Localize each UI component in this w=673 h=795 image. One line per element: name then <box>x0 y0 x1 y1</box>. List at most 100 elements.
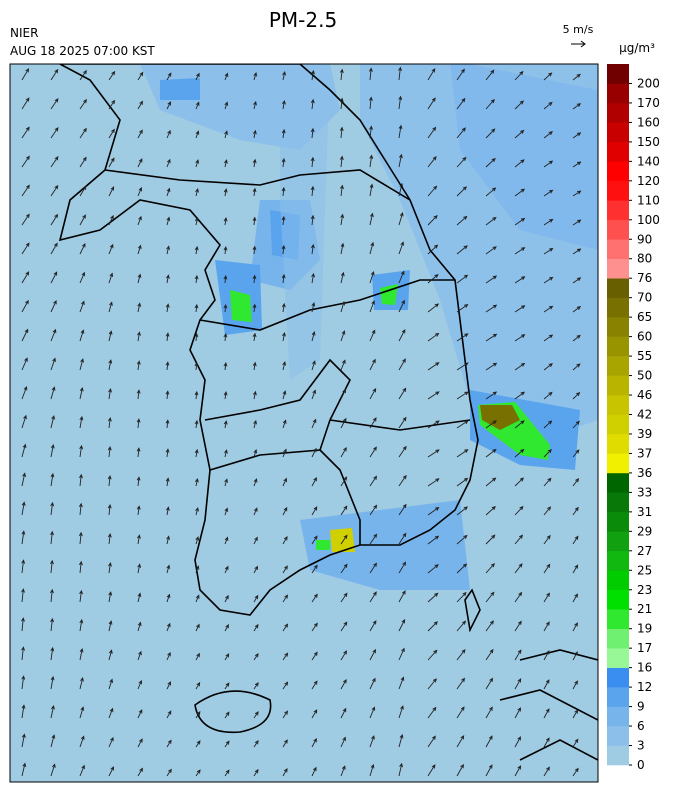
wind-arrow <box>282 681 289 690</box>
wind-arrow <box>224 72 229 81</box>
wind-arrow <box>136 360 141 371</box>
wind-arrow <box>282 477 287 487</box>
wind-arrow <box>427 420 440 429</box>
wind-arrow <box>398 474 407 487</box>
concentration-fields <box>140 64 598 590</box>
wind-arrow <box>223 420 228 429</box>
colorbar-segment <box>607 609 629 629</box>
unit-label: μg/m³ <box>619 41 655 55</box>
wind-arrow <box>369 504 378 516</box>
wind-arrow <box>369 154 374 168</box>
wind-arrow <box>456 97 466 110</box>
wind-arrow <box>456 648 466 661</box>
wind-arrow <box>311 389 317 400</box>
wind-arrow <box>369 270 375 284</box>
wind-arrow <box>282 448 287 458</box>
wind-arrow <box>398 299 405 313</box>
wind-arrow <box>543 363 553 371</box>
wind-arrow <box>252 274 257 284</box>
wind-arrow <box>369 475 378 487</box>
wind-arrow <box>21 443 27 458</box>
wind-arrow <box>485 362 498 371</box>
wind-arrow <box>340 447 347 458</box>
wind-arrow <box>398 387 407 400</box>
wind-arrow <box>514 188 526 197</box>
wind-arrow <box>137 534 141 545</box>
wind-arrow <box>194 419 199 429</box>
wind-arrow <box>137 563 142 574</box>
colorbar-segment <box>607 239 629 260</box>
wind-arrow <box>398 358 406 371</box>
wind-arrow <box>79 444 84 458</box>
colorbar-label: 55 <box>637 349 652 363</box>
wind-arrow <box>165 506 170 516</box>
wind-arrow <box>166 158 171 168</box>
wind-arrow <box>253 711 259 719</box>
wind-arrow <box>456 449 469 458</box>
wind-arrow <box>78 560 83 574</box>
wind-arrow <box>224 682 230 690</box>
wind-arrow <box>281 186 286 197</box>
wind-arrow <box>107 533 112 545</box>
colorbar-segment <box>607 297 629 318</box>
wind-arrow <box>398 590 406 603</box>
wind-arrow <box>572 680 578 690</box>
wind-arrow <box>398 153 403 168</box>
wind-arrow <box>514 765 522 777</box>
colorbar-label: 100 <box>637 213 660 227</box>
wind-arrow <box>195 594 200 603</box>
wind-arrow <box>485 128 496 139</box>
wind-arrow <box>572 738 579 748</box>
wind-arrow <box>427 564 439 574</box>
wind-arrow <box>50 242 58 255</box>
wind-arrow <box>137 100 144 110</box>
wind-arrow <box>282 361 287 371</box>
wind-arrow <box>137 129 143 139</box>
wind-arrow <box>572 103 582 110</box>
wind-arrow <box>398 705 404 719</box>
wind-arrow <box>456 186 467 197</box>
wind-arrow <box>456 391 469 400</box>
wind-arrow <box>456 477 469 487</box>
wind-arrow <box>50 588 54 603</box>
wind-arrow <box>485 620 494 632</box>
wind-arrow <box>252 158 257 168</box>
colorbar-segment <box>607 395 629 415</box>
wind-arrow <box>107 445 112 458</box>
colorbar-segment <box>607 745 629 766</box>
wind-arrow <box>194 216 199 226</box>
wind-arrow <box>136 447 141 458</box>
wind-arrow <box>21 414 27 429</box>
wind-arrow <box>281 244 286 255</box>
wind-arrow <box>166 739 172 748</box>
wind-arrow <box>485 98 495 110</box>
wind-ref-arrow <box>571 40 586 48</box>
datetime: AUG 18 2025 07:00 KST <box>10 44 155 58</box>
wind-arrow <box>78 502 83 516</box>
colorbar-segment <box>607 278 629 298</box>
wind-arrow <box>485 563 495 574</box>
colorbar-segment <box>607 453 629 474</box>
wind-arrow <box>398 270 405 284</box>
wind-arrow <box>50 97 59 110</box>
wind-arrow <box>311 506 318 516</box>
wind-arrow <box>165 477 170 487</box>
wind-arrow <box>194 361 199 371</box>
wind-arrow <box>137 158 143 168</box>
wind-arrow <box>108 214 114 226</box>
colorbar-segment <box>607 531 629 552</box>
wind-arrow <box>194 477 199 487</box>
wind-arrow <box>514 70 524 81</box>
wind-arrow <box>282 506 288 516</box>
wind-arrow <box>340 650 348 661</box>
wind-arrow <box>369 387 377 400</box>
wind-arrow <box>223 391 228 400</box>
wind-arrow <box>108 707 114 719</box>
wind-arrow <box>137 679 143 690</box>
wind-arrow <box>398 416 407 429</box>
wind-arrow <box>253 768 259 777</box>
wind-arrow <box>427 391 440 400</box>
wind-arrow <box>340 621 348 632</box>
wind-arrow <box>195 652 200 661</box>
wind-arrow <box>165 303 170 313</box>
